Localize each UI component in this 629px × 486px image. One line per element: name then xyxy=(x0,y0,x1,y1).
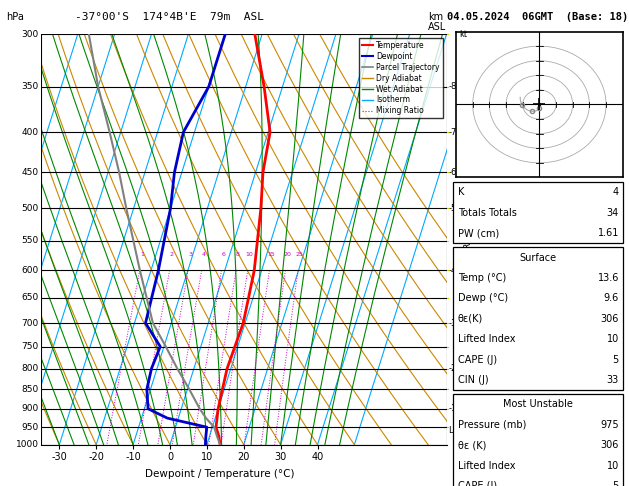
Text: CAPE (J): CAPE (J) xyxy=(458,481,497,486)
Text: 10: 10 xyxy=(607,461,619,470)
Text: PW (cm): PW (cm) xyxy=(458,228,499,238)
Text: -37°00'S  174°4B'E  79m  ASL: -37°00'S 174°4B'E 79m ASL xyxy=(75,12,264,22)
Text: © weatheronline.co.uk: © weatheronline.co.uk xyxy=(486,472,589,481)
Text: hPa: hPa xyxy=(6,12,24,22)
Text: -3: -3 xyxy=(448,318,457,328)
Text: -4: -4 xyxy=(448,266,457,275)
Text: 750: 750 xyxy=(21,342,39,351)
Text: 04.05.2024  06GMT  (Base: 18): 04.05.2024 06GMT (Base: 18) xyxy=(447,12,628,22)
Text: 6: 6 xyxy=(221,252,225,257)
Text: 1000: 1000 xyxy=(16,440,39,449)
Text: 300: 300 xyxy=(21,30,39,38)
Text: 25: 25 xyxy=(296,252,304,257)
Text: 450: 450 xyxy=(22,168,39,177)
Text: -7: -7 xyxy=(448,128,457,137)
Text: 850: 850 xyxy=(21,385,39,394)
Text: Totals Totals: Totals Totals xyxy=(458,208,517,218)
Text: Surface: Surface xyxy=(519,253,557,262)
Text: Dewpoint / Temperature (°C): Dewpoint / Temperature (°C) xyxy=(145,469,295,479)
Text: 5: 5 xyxy=(613,481,619,486)
Text: 33: 33 xyxy=(607,375,619,385)
Text: 13.6: 13.6 xyxy=(598,273,619,283)
Text: 10: 10 xyxy=(246,252,253,257)
Text: kt: kt xyxy=(459,31,467,39)
Text: 5: 5 xyxy=(613,355,619,364)
Text: 4: 4 xyxy=(202,252,206,257)
Text: 8: 8 xyxy=(236,252,240,257)
Text: 650: 650 xyxy=(21,293,39,302)
Text: -5: -5 xyxy=(448,204,457,213)
Text: -1: -1 xyxy=(448,404,457,413)
Text: 20: 20 xyxy=(283,252,291,257)
Text: CAPE (J): CAPE (J) xyxy=(458,355,497,364)
Text: 306: 306 xyxy=(601,440,619,450)
Text: -8: -8 xyxy=(448,82,457,91)
Text: Most Unstable: Most Unstable xyxy=(503,399,573,409)
Text: 4: 4 xyxy=(613,188,619,197)
Text: 3: 3 xyxy=(188,252,192,257)
Text: LCL: LCL xyxy=(448,426,464,435)
Text: 9.6: 9.6 xyxy=(604,294,619,303)
Text: Lifted Index: Lifted Index xyxy=(458,461,515,470)
Text: 900: 900 xyxy=(21,404,39,413)
Text: Pressure (mb): Pressure (mb) xyxy=(458,420,526,430)
Text: 950: 950 xyxy=(21,423,39,432)
Text: -2: -2 xyxy=(448,364,457,373)
Text: CIN (J): CIN (J) xyxy=(458,375,489,385)
Text: 2: 2 xyxy=(170,252,174,257)
Text: Mixing Ratio (g/kg): Mixing Ratio (g/kg) xyxy=(464,200,474,279)
Text: 34: 34 xyxy=(607,208,619,218)
Text: 550: 550 xyxy=(21,236,39,245)
Text: 500: 500 xyxy=(21,204,39,213)
Text: K: K xyxy=(458,188,464,197)
Text: 15: 15 xyxy=(267,252,275,257)
Text: 700: 700 xyxy=(21,318,39,328)
Text: Lifted Index: Lifted Index xyxy=(458,334,515,344)
Text: Temp (°C): Temp (°C) xyxy=(458,273,506,283)
Text: -6: -6 xyxy=(448,168,457,177)
Text: θε(K): θε(K) xyxy=(458,314,483,324)
Text: 1.61: 1.61 xyxy=(598,228,619,238)
Text: 1: 1 xyxy=(140,252,144,257)
Text: θε (K): θε (K) xyxy=(458,440,486,450)
Text: 350: 350 xyxy=(21,82,39,91)
Text: km: km xyxy=(428,12,443,22)
Text: Dewp (°C): Dewp (°C) xyxy=(458,294,508,303)
Text: 306: 306 xyxy=(601,314,619,324)
Text: 600: 600 xyxy=(21,266,39,275)
Text: 10: 10 xyxy=(607,334,619,344)
Text: 400: 400 xyxy=(22,128,39,137)
Text: 800: 800 xyxy=(21,364,39,373)
Text: 975: 975 xyxy=(600,420,619,430)
Legend: Temperature, Dewpoint, Parcel Trajectory, Dry Adiabat, Wet Adiabat, Isotherm, Mi: Temperature, Dewpoint, Parcel Trajectory… xyxy=(359,38,443,119)
Text: ASL: ASL xyxy=(428,22,446,32)
